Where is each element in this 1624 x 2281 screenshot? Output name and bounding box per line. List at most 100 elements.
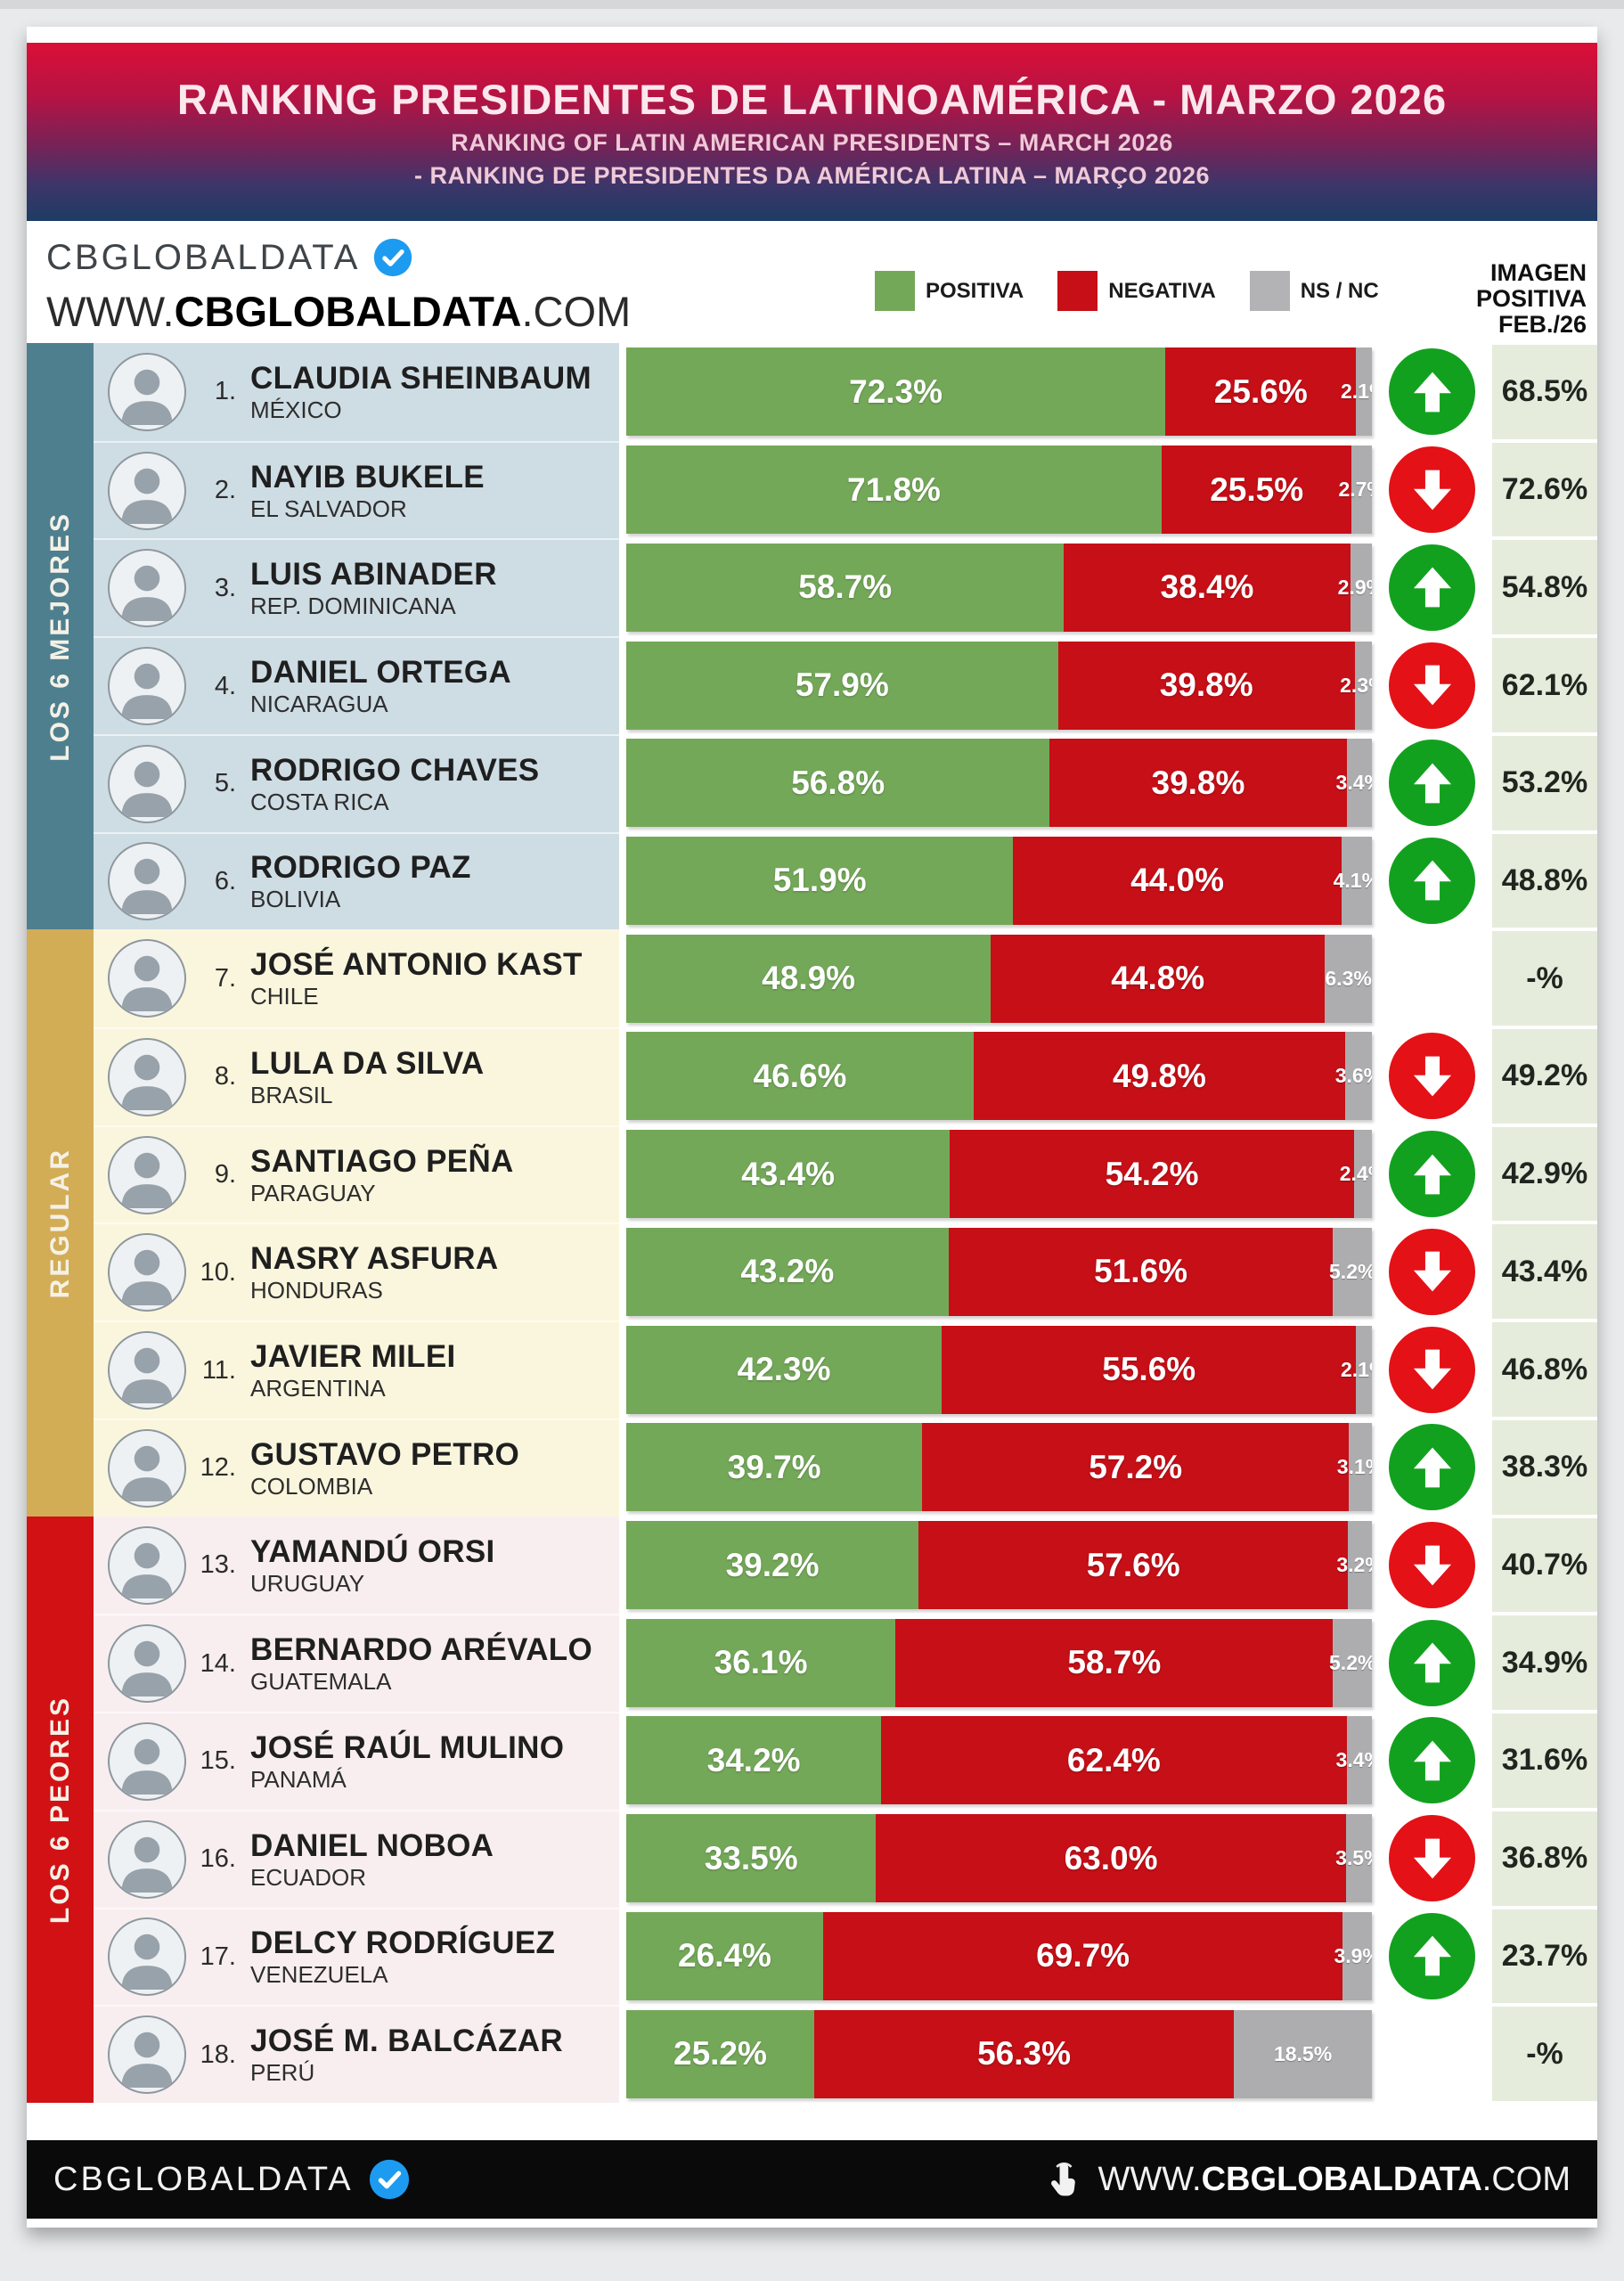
prev-approval-cell: 42.9%	[1492, 1125, 1597, 1223]
negative-segment: 39.8%	[1057, 641, 1355, 730]
nsnc-value: 3.5%	[1335, 1846, 1372, 1870]
imagen-positiva-header: IMAGEN POSITIVA FEB./26	[1475, 259, 1587, 338]
header-banner: RANKING PRESIDENTES DE LATINOAMÉRICA - M…	[27, 43, 1597, 221]
nsnc-segment: 2.4%	[1340, 1130, 1372, 1219]
positive-segment: 36.1%	[626, 1618, 896, 1707]
positive-value: 51.9%	[772, 862, 867, 899]
trend-up-icon	[1389, 348, 1475, 436]
group-sidebar-label: LOS 6 MEJORES	[45, 511, 75, 762]
president-name: GUSTAVO PETRO	[250, 1436, 520, 1472]
nsnc-value: 5.2%	[1329, 1650, 1372, 1674]
president-cell: 8. LULA DA SILVA BRASIL	[94, 1027, 619, 1125]
prev-approval-cell: 31.6%	[1492, 1712, 1597, 1810]
nsnc-value: 2.1%	[1340, 1357, 1372, 1381]
negative-value: 55.6%	[1102, 1351, 1196, 1388]
trend-cell	[1372, 1222, 1492, 1320]
negative-segment: 44.0%	[1013, 836, 1342, 925]
rank-label: 11.	[201, 1355, 236, 1385]
nsnc-value: 6.3%	[1325, 966, 1372, 990]
avatar	[108, 2015, 186, 2095]
avatar	[108, 1624, 186, 1704]
negative-value: 56.3%	[977, 2035, 1071, 2073]
positive-segment: 51.9%	[626, 836, 1014, 925]
negative-segment: 55.6%	[942, 1325, 1357, 1414]
trend-down-icon	[1389, 446, 1475, 534]
president-cell: 12. GUSTAVO PETRO COLOMBIA	[94, 1418, 619, 1517]
rank-label: 6.	[214, 866, 236, 895]
avatar	[108, 744, 186, 823]
president-cell: 1. CLAUDIA SHEINBAUM MÉXICO	[94, 343, 619, 441]
table-row: 8. LULA DA SILVA BRASIL 46.6% 49.8% 3.6%…	[94, 1027, 1597, 1125]
positive-value: 26.4%	[678, 1937, 771, 1974]
prev-approval-value: 46.8%	[1501, 1352, 1588, 1386]
legend-item-negative: NEGATIVA	[1057, 271, 1216, 311]
negative-value: 57.2%	[1089, 1448, 1183, 1485]
president-name: LULA DA SILVA	[250, 1045, 485, 1081]
approval-bar: 39.7% 57.2% 3.1%	[626, 1423, 1372, 1512]
president-cell: 17. DELCY RODRÍGUEZ VENEZUELA	[94, 1907, 619, 2006]
subtitle-portuguese: - RANKING DE PRESIDENTES DA AMÉRICA LATI…	[413, 161, 1211, 189]
website-link[interactable]: WWW.CBGLOBALDATA.COM	[46, 288, 632, 335]
prev-approval-cell: 40.7%	[1492, 1517, 1597, 1615]
footer-logo: CBGLOBALDATA	[53, 2160, 354, 2198]
prev-approval-cell: 23.7%	[1492, 1908, 1597, 2006]
group-sidebar: LOS 6 PEORES	[27, 1516, 94, 2103]
positive-value: 57.9%	[795, 666, 889, 704]
trend-cell	[1372, 1418, 1492, 1517]
table-row: 13. YAMANDÚ ORSI URUGUAY 39.2% 57.6% 3.2…	[94, 1516, 1597, 1615]
president-name: LUIS ABINADER	[250, 557, 497, 593]
trend-cell	[1372, 636, 1492, 734]
president-cell: 7. JOSÉ ANTONIO KAST CHILE	[94, 929, 619, 1028]
trend-cell	[1372, 1712, 1492, 1810]
negative-segment: 44.8%	[991, 934, 1326, 1023]
nsnc-value: 2.3%	[1340, 673, 1372, 697]
prev-approval-value: 36.8%	[1501, 1841, 1588, 1876]
country-label: GUATEMALA	[250, 1668, 392, 1696]
trend-down-icon	[1389, 1522, 1475, 1609]
negative-segment: 58.7%	[895, 1618, 1334, 1707]
approval-bar: 56.8% 39.8% 3.4%	[626, 739, 1372, 828]
positive-value: 36.1%	[714, 1644, 808, 1681]
table-row: 14. BERNARDO ARÉVALO GUATEMALA 36.1% 58.…	[94, 1614, 1597, 1713]
country-label: BRASIL	[250, 1081, 333, 1108]
trend-up-icon	[1389, 1424, 1475, 1511]
approval-bar: 51.9% 44.0% 4.1%	[626, 836, 1372, 925]
negative-value: 57.6%	[1086, 1546, 1180, 1583]
avatar	[108, 647, 186, 726]
president-cell: 3. LUIS ABINADER REP. DOMINICANA	[94, 538, 619, 637]
approval-bar: 39.2% 57.6% 3.2%	[626, 1521, 1372, 1610]
prev-approval-value: -%	[1526, 2036, 1563, 2071]
president-name: DANIEL ORTEGA	[250, 655, 511, 691]
table-row: 11. JAVIER MILEI ARGENTINA 42.3% 55.6% 2…	[94, 1320, 1597, 1418]
nsnc-value: 3.2%	[1336, 1553, 1372, 1577]
prev-approval-value: 43.4%	[1501, 1254, 1588, 1288]
negative-swatch	[1057, 271, 1098, 311]
country-label: HONDURAS	[250, 1277, 383, 1304]
nsnc-segment: 2.1%	[1341, 1325, 1372, 1414]
country-label: ARGENTINA	[250, 1375, 386, 1402]
rank-label: 1.	[214, 377, 236, 406]
brand-block: CBGLOBALDATA WWW.CBGLOBALDATA.COM	[46, 237, 631, 336]
avatar	[108, 939, 186, 1018]
president-name: BERNARDO ARÉVALO	[250, 1632, 592, 1668]
negative-value: 25.6%	[1213, 372, 1308, 410]
nsnc-segment: 6.3%	[1325, 934, 1372, 1023]
positive-value: 58.7%	[798, 568, 893, 606]
footer-website[interactable]: WWW.CBGLOBALDATA.COM	[1041, 2155, 1571, 2203]
trend-cell	[1372, 1810, 1492, 1908]
rank-label: 9.	[214, 1160, 236, 1190]
prev-approval-value: 34.9%	[1501, 1645, 1588, 1680]
president-name: JOSÉ RAÚL MULINO	[250, 1729, 565, 1765]
nsnc-segment: 5.2%	[1329, 1227, 1372, 1316]
rank-label: 8.	[214, 1062, 236, 1091]
president-name: NAYIB BUKELE	[250, 459, 485, 495]
trend-up-icon	[1389, 1619, 1475, 1706]
trend-down-icon	[1389, 1326, 1475, 1413]
nsnc-value: 3.4%	[1335, 771, 1372, 795]
nsnc-segment: 5.2%	[1329, 1618, 1372, 1707]
prev-approval-value: -%	[1526, 961, 1563, 995]
prev-approval-cell: 46.8%	[1492, 1320, 1597, 1418]
prev-approval-cell: 38.3%	[1492, 1418, 1597, 1517]
prev-approval-cell: 72.6%	[1492, 441, 1597, 539]
president-cell: 6. RODRIGO PAZ BOLIVIA	[94, 831, 619, 930]
